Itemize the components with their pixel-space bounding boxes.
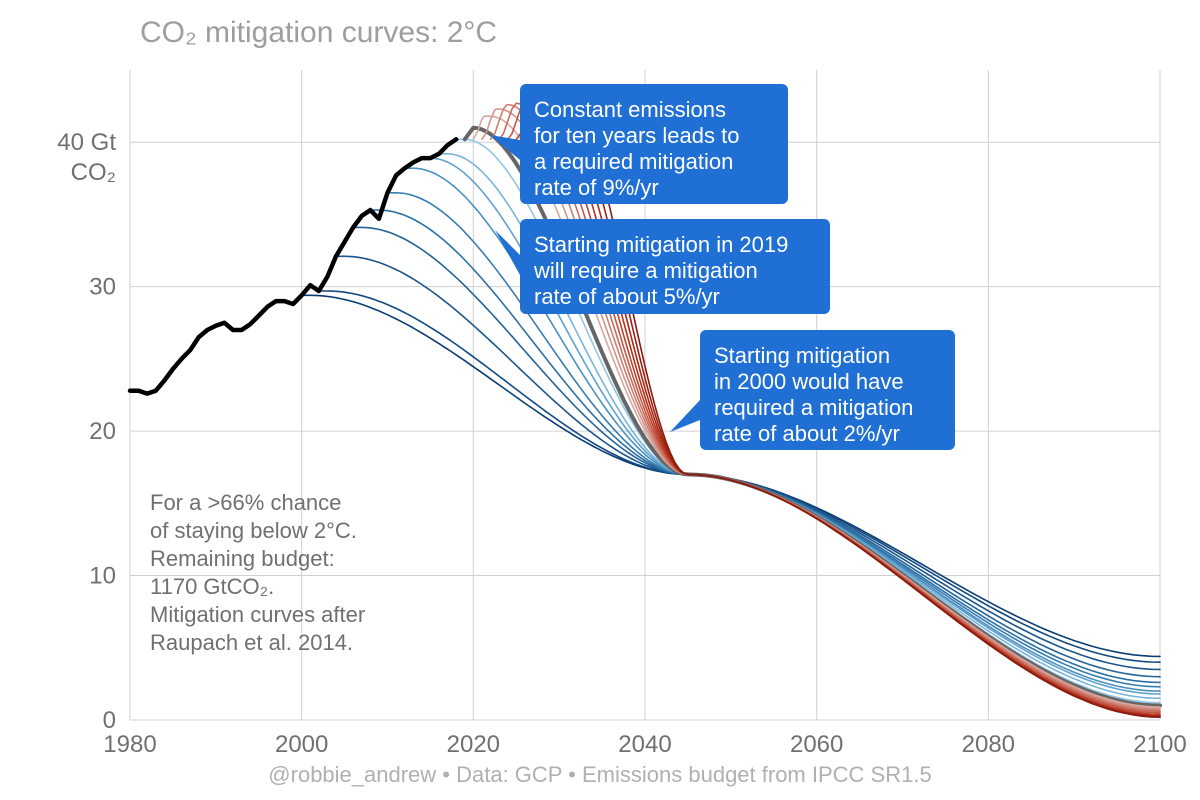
callout-text-line: rate of 9%/yr [534, 175, 659, 200]
callout-text-line: Constant emissions [534, 97, 726, 122]
y-tick-label: 30 [89, 274, 116, 301]
callout-text-line: in 2000 would have [714, 369, 904, 394]
footnote-line: Mitigation curves after [150, 602, 365, 627]
x-tick-label: 2020 [447, 731, 500, 758]
callout-text-line: Starting mitigation [714, 343, 890, 368]
credit-line: @robbie_andrew • Data: GCP • Emissions b… [268, 762, 931, 787]
callout-text-line: rate of about 2%/yr [714, 421, 900, 446]
y-axis-unit: CO₂ [71, 159, 116, 186]
footnote-line: 1170 GtCO₂. [150, 574, 274, 599]
callout-text-line: will require a mitigation [533, 258, 758, 283]
x-tick-label: 1980 [103, 731, 156, 758]
footnote-line: For a >66% chance [150, 490, 341, 515]
chart-svg: 1980 2000 2020 2040 2060 2080 2100 0 10 20 30 40 Gt… [0, 0, 1200, 800]
callout-text-line: a required mitigation [534, 149, 733, 174]
y-tick-label: 10 [89, 563, 116, 590]
x-tick-label: 2100 [1133, 731, 1186, 758]
y-tick-label: 0 [103, 707, 116, 734]
footnote-line: Remaining budget: [150, 546, 335, 571]
chart-container: 1980 2000 2020 2040 2060 2080 2100 0 10 20 30 40 Gt… [0, 0, 1200, 800]
callout-text-line: Starting mitigation in 2019 [534, 232, 788, 257]
chart-title: CO₂ mitigation curves: 2°C [140, 16, 497, 49]
y-tick-label: 40 Gt [57, 129, 116, 156]
x-tick-label: 2060 [790, 731, 843, 758]
footnote-line: of staying below 2°C. [150, 518, 357, 543]
x-tick-label: 2040 [618, 731, 671, 758]
callout-text-line: required a mitigation [714, 395, 913, 420]
y-tick-label: 20 [89, 418, 116, 445]
x-tick-label: 2080 [962, 731, 1015, 758]
x-tick-label: 2000 [275, 731, 328, 758]
callout-text-line: for ten years leads to [534, 123, 739, 148]
callout-text-line: rate of about 5%/yr [534, 284, 720, 309]
footnote-line: Raupach et al. 2014. [150, 630, 353, 655]
